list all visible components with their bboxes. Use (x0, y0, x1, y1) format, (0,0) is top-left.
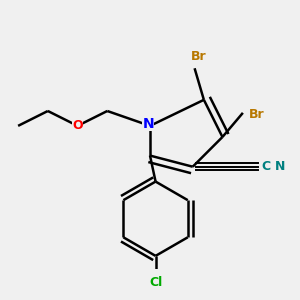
Text: Cl: Cl (149, 276, 162, 289)
Text: Br: Br (190, 50, 206, 63)
Text: O: O (72, 119, 83, 132)
Text: N: N (142, 117, 154, 131)
Text: Br: Br (248, 108, 264, 121)
Text: C: C (262, 160, 271, 173)
Text: N: N (274, 160, 285, 173)
